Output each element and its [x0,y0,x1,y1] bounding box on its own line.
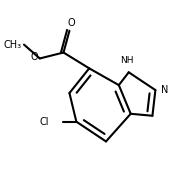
Text: CH₃: CH₃ [4,40,22,50]
Text: O: O [68,18,75,28]
Text: N: N [161,85,169,95]
Text: Cl: Cl [39,117,49,127]
Text: NH: NH [120,56,133,65]
Text: O: O [30,52,38,62]
